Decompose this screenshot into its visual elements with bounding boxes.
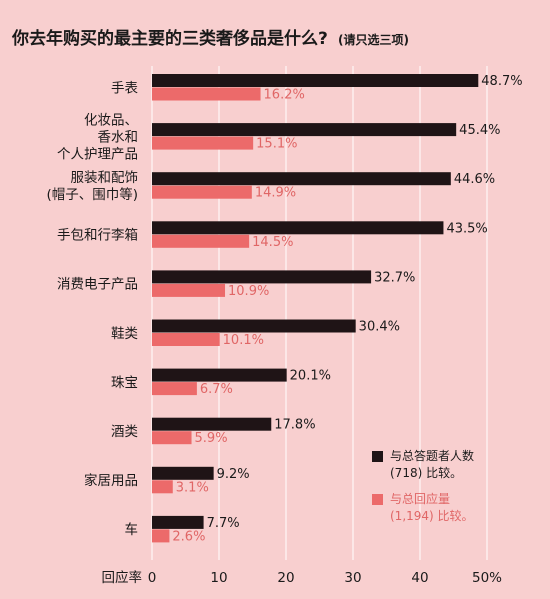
- x-tick-label: 0: [148, 570, 157, 586]
- data-label-responses: 15.1%: [256, 137, 297, 152]
- x-tick-label: 40: [411, 570, 428, 586]
- bar-respondents: [152, 74, 479, 87]
- bar-responses: [152, 185, 252, 199]
- x-axis-title: 回应率: [102, 569, 143, 586]
- data-label-responses: 10.1%: [223, 333, 264, 348]
- bar-responses: [152, 480, 173, 494]
- category-label: 鞋类: [111, 326, 138, 342]
- x-tick-label: 10: [210, 570, 227, 586]
- bar-responses: [152, 382, 197, 396]
- bar-responses: [152, 136, 254, 150]
- legend-label: (1,194) 比较。: [390, 508, 474, 523]
- data-label-responses: 10.9%: [228, 284, 269, 299]
- bar-respondents: [152, 123, 457, 137]
- bar-respondents: [152, 368, 287, 382]
- category-label: 手表: [111, 80, 138, 96]
- data-label-responses: 14.5%: [252, 235, 293, 250]
- chart-title: 你去年购买的最主要的三类奢侈品是什么?: [11, 28, 328, 49]
- legend-item-responses: 与总回应量 (1,194) 比较。: [372, 491, 474, 523]
- data-label-respondents: 7.7%: [207, 516, 240, 531]
- data-label-responses: 3.1%: [176, 480, 209, 495]
- category-label: 消费电子产品: [57, 277, 138, 293]
- bar-respondents: [152, 466, 214, 480]
- legend-label: 与总回应量: [390, 491, 450, 506]
- data-label-respondents: 48.7%: [481, 74, 522, 89]
- category-label: 服装和配饰: [71, 170, 139, 186]
- chart-subtitle: (请只选三项): [338, 32, 409, 47]
- category-label: (帽子、围巾等): [46, 186, 138, 203]
- legend-label: 与总答题者人数: [390, 448, 474, 463]
- bar-respondents: [152, 319, 356, 333]
- bar-responses: [152, 431, 192, 445]
- legend-label: (718) 比较。: [390, 465, 462, 480]
- bars-group: 48.7% 16.2% 45.4% 15.1% 44.6% 14.9% 43.5% 14.5%…: [152, 74, 523, 544]
- bar-responses: [152, 283, 226, 297]
- x-axis: 回应率 0 10 20 30 40 50%: [102, 569, 503, 586]
- bar-responses: [152, 87, 261, 101]
- legend: 与总答题者人数 (718) 比较。与总回应量 (1,194) 比较。: [372, 448, 474, 523]
- category-label: 珠宝: [111, 375, 138, 391]
- data-label-responses: 14.9%: [255, 186, 296, 201]
- category-label: 酒类: [111, 424, 138, 440]
- data-label-respondents: 30.4%: [359, 320, 400, 335]
- x-tick-label: 30: [344, 570, 361, 586]
- data-label-respondents: 44.6%: [454, 172, 495, 187]
- data-label-respondents: 45.4%: [459, 123, 500, 138]
- data-label-respondents: 20.1%: [290, 369, 331, 384]
- data-label-respondents: 32.7%: [374, 270, 415, 285]
- x-tick-label: 20: [277, 570, 294, 586]
- category-label: 手包和行李箱: [57, 228, 138, 244]
- category-label: 车: [125, 521, 139, 538]
- legend-item-respondents: 与总答题者人数 (718) 比较。: [372, 448, 474, 480]
- data-label-responses: 2.6%: [172, 529, 205, 544]
- bar-responses: [152, 333, 220, 346]
- bar-respondents: [152, 417, 272, 431]
- data-label-respondents: 9.2%: [217, 467, 250, 482]
- bar-respondents: [152, 221, 444, 235]
- category-label: 家居用品: [84, 472, 138, 489]
- data-label-respondents: 43.5%: [446, 221, 487, 236]
- category-label: 化妆品、: [84, 112, 138, 128]
- bar-responses: [152, 529, 170, 543]
- legend-swatch: [372, 451, 383, 462]
- data-label-responses: 5.9%: [195, 431, 228, 446]
- bar-respondents: [152, 515, 204, 529]
- bar-respondents: [152, 270, 372, 284]
- data-label-respondents: 17.8%: [274, 418, 315, 433]
- category-label: 个人护理产品: [57, 146, 138, 162]
- data-label-responses: 6.7%: [200, 382, 233, 397]
- data-label-responses: 16.2%: [264, 88, 305, 103]
- x-tick-label: 50%: [472, 570, 502, 586]
- category-label: 香水和: [98, 129, 139, 145]
- legend-swatch: [372, 494, 383, 505]
- bar-respondents: [152, 172, 451, 186]
- bar-responses: [152, 234, 250, 248]
